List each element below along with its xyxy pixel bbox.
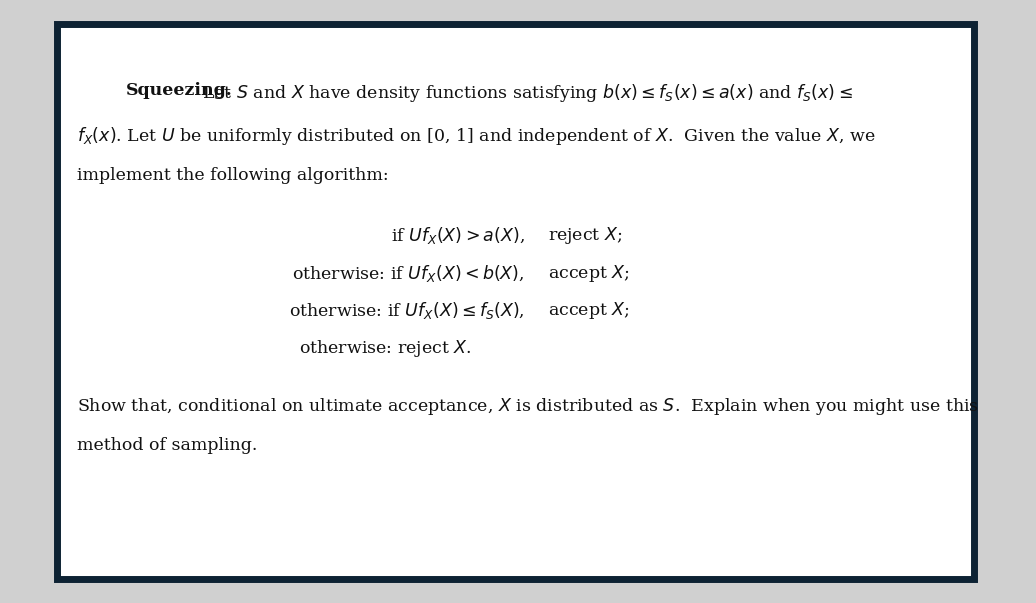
- Text: Squeezing.: Squeezing.: [125, 83, 232, 99]
- Text: $f_X(x)$. Let $U$ be uniformly distributed on [0, 1] and independent of $X$.  Gi: $f_X(x)$. Let $U$ be uniformly distribut…: [77, 125, 876, 147]
- FancyBboxPatch shape: [57, 24, 974, 579]
- Text: otherwise: if $Uf_X(X) < b(X)$,: otherwise: if $Uf_X(X) < b(X)$,: [292, 263, 524, 283]
- Text: Let $S$ and $X$ have density functions satisfying $b(x) \leq f_S(x) \leq a(x)$ a: Let $S$ and $X$ have density functions s…: [202, 83, 853, 104]
- Text: implement the following algorithm:: implement the following algorithm:: [77, 166, 388, 184]
- Text: accept $X$;: accept $X$;: [547, 263, 629, 283]
- Text: otherwise: reject $X$.: otherwise: reject $X$.: [299, 338, 471, 359]
- Text: if $Uf_X(X) > a(X)$,: if $Uf_X(X) > a(X)$,: [391, 225, 524, 246]
- Text: Show that, conditional on ultimate acceptance, $X$ is distributed as $S$.  Expla: Show that, conditional on ultimate accep…: [77, 396, 979, 417]
- Text: method of sampling.: method of sampling.: [77, 437, 258, 455]
- Text: reject $X$;: reject $X$;: [547, 225, 622, 246]
- Text: accept $X$;: accept $X$;: [547, 300, 629, 321]
- Text: otherwise: if $Uf_X(X) \leq f_S(X)$,: otherwise: if $Uf_X(X) \leq f_S(X)$,: [289, 300, 524, 321]
